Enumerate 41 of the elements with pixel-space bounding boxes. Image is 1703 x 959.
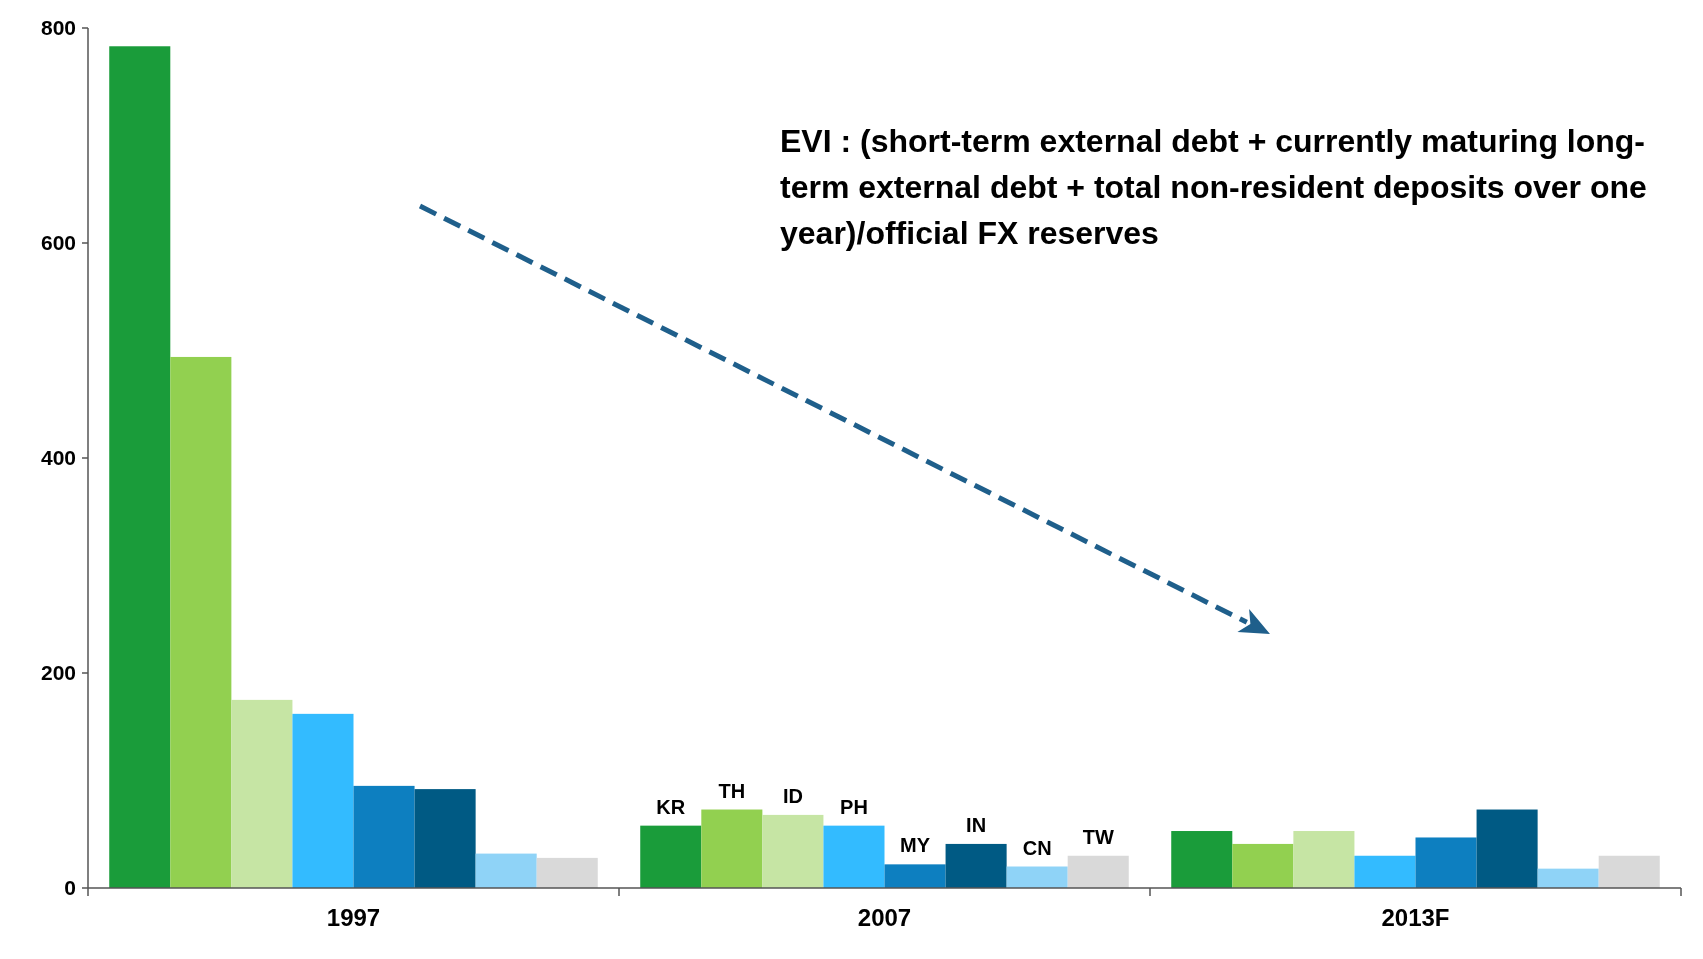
series-label: KR [656,795,686,818]
series-label: IN [966,813,987,836]
y-tick-label: 0 [64,876,76,900]
x-tick-label: 2013F [1381,904,1450,931]
series-label: PH [840,795,868,818]
series-label: MY [900,834,931,857]
bar [701,809,763,888]
bar [292,713,354,888]
bar [884,864,946,888]
bar [1293,831,1355,888]
series-label: TW [1082,825,1114,848]
y-tick-label: 800 [40,16,76,40]
bar [640,825,702,888]
x-tick-label: 1997 [326,904,381,931]
bar [109,46,171,888]
bar [475,853,537,888]
bar [170,356,232,888]
bar [414,789,476,888]
bar [1067,855,1129,888]
bar [1232,843,1294,888]
bar [823,825,885,888]
bar [353,785,415,888]
bar [1476,809,1538,888]
bar [762,814,824,888]
x-tick-label: 2007 [857,904,912,931]
bar [1537,868,1599,888]
bar [1415,837,1477,888]
bar [1171,831,1233,888]
series-label: TH [718,779,746,802]
bar [231,699,293,888]
bar [536,857,598,888]
bar [1006,866,1068,888]
annotation: EVI : (short-term external debt + currently maturing long-term external debt + total non-resident deposits over one year)/official FX reserves [780,122,1648,253]
y-tick-label: 200 [40,661,76,685]
bar [1598,855,1660,888]
series-label: CN [1022,836,1052,859]
bar [1354,855,1416,888]
bar [945,843,1007,888]
y-tick-label: 600 [40,231,76,255]
series-label: ID [782,784,803,807]
y-tick-label: 400 [40,446,76,470]
